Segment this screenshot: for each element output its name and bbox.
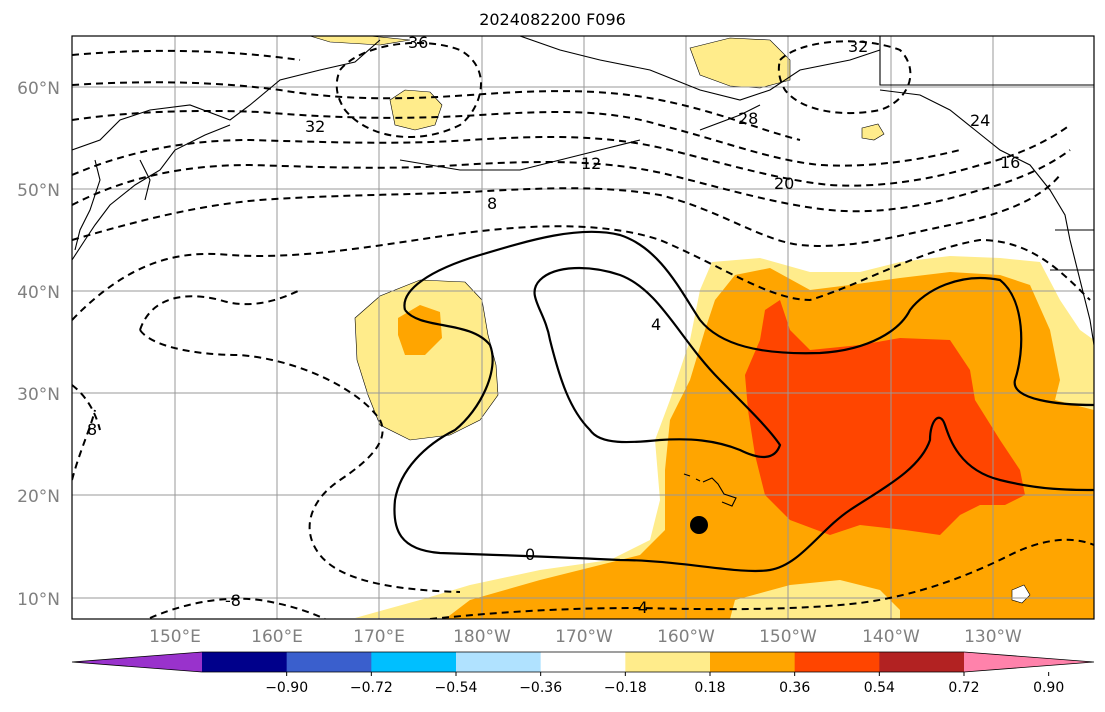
colorbar-tick-label: −0.72 bbox=[350, 680, 393, 696]
lat-label: 60°N bbox=[17, 79, 60, 99]
lat-label: 10°N bbox=[17, 590, 60, 610]
lat-label: 50°N bbox=[17, 181, 60, 201]
lon-labels: 150°E 160°E 170°E 180°W 170°W 160°W 150°… bbox=[149, 627, 1022, 647]
colorbar-extend-high bbox=[964, 652, 1094, 672]
colorbar-ticks: −0.90 −0.72 −0.54 −0.36 −0.18 0.18 0.36 0.54 0.7… bbox=[265, 672, 1064, 696]
lon-label: 170°E bbox=[353, 627, 405, 647]
colorbar-segment bbox=[794, 652, 880, 672]
lon-label: 180°W bbox=[453, 627, 511, 647]
contour-label: 12 bbox=[581, 154, 601, 173]
map-frame bbox=[71, 35, 1095, 620]
lat-label: 20°N bbox=[17, 487, 60, 507]
gridlines bbox=[72, 36, 1094, 619]
contour-label: 4 bbox=[651, 315, 661, 334]
contour-label: 32 bbox=[305, 117, 325, 136]
lon-label: 130°W bbox=[964, 627, 1022, 647]
dashed-contours bbox=[72, 40, 1094, 619]
colorbar-tick-label: 0.18 bbox=[694, 680, 725, 696]
lon-label: 160°E bbox=[251, 627, 303, 647]
colorbar-segment bbox=[202, 652, 288, 672]
colorbar-tick-label: −0.90 bbox=[265, 680, 308, 696]
colorbar-extend-low bbox=[72, 652, 202, 672]
colorbar-segment bbox=[879, 652, 965, 672]
contour-label: 28 bbox=[738, 109, 758, 128]
lon-label: 140°W bbox=[862, 627, 920, 647]
colorbar-tick-label: 0.36 bbox=[779, 680, 810, 696]
solid-contours bbox=[393, 230, 1094, 573]
contour-label: 20 bbox=[774, 174, 794, 193]
contour-label: -8 bbox=[225, 591, 241, 610]
colorbar-tick-label: −0.18 bbox=[604, 680, 647, 696]
lon-label: 170°W bbox=[555, 627, 613, 647]
colorbar-tick-label: 0.54 bbox=[864, 680, 895, 696]
colorbar-tick-label: 0.90 bbox=[1033, 680, 1064, 696]
colorbar-segment bbox=[540, 652, 626, 672]
lat-label: 30°N bbox=[17, 385, 60, 405]
lon-label: 160°W bbox=[657, 627, 715, 647]
contour-labels: 36 32 32 28 24 16 12 8 20 8 -8 4 0 -4 bbox=[87, 33, 1020, 617]
colorbar-segment bbox=[286, 652, 372, 672]
contour-label: 24 bbox=[970, 111, 990, 130]
colorbar bbox=[71, 651, 1095, 673]
contour-label: 16 bbox=[1000, 153, 1020, 172]
contour-label: 8 bbox=[487, 194, 497, 213]
colorbar-segment bbox=[710, 652, 796, 672]
map-title: 2024082200 F096 bbox=[479, 10, 626, 29]
colorbar-segment bbox=[371, 652, 457, 672]
contour-label: -4 bbox=[632, 598, 648, 617]
contour-label: 36 bbox=[408, 33, 428, 52]
colorbar-tick-label: −0.54 bbox=[435, 680, 478, 696]
colorbar-tick-label: −0.36 bbox=[519, 680, 562, 696]
contour-label: 8 bbox=[87, 420, 97, 439]
colorbar-segment bbox=[456, 652, 542, 672]
storm-center-dot bbox=[690, 516, 708, 534]
contour-label: 32 bbox=[848, 37, 868, 56]
colorbar-segment bbox=[625, 652, 711, 672]
colorbar-tick-label: 0.72 bbox=[948, 680, 979, 696]
lat-label: 40°N bbox=[17, 283, 60, 303]
contour-label: 0 bbox=[525, 545, 535, 564]
anomaly-shading bbox=[309, 36, 1094, 619]
lat-labels: 60°N 50°N 40°N 30°N 20°N 10°N bbox=[17, 79, 60, 610]
lon-label: 150°W bbox=[759, 627, 817, 647]
lon-label: 150°E bbox=[149, 627, 201, 647]
